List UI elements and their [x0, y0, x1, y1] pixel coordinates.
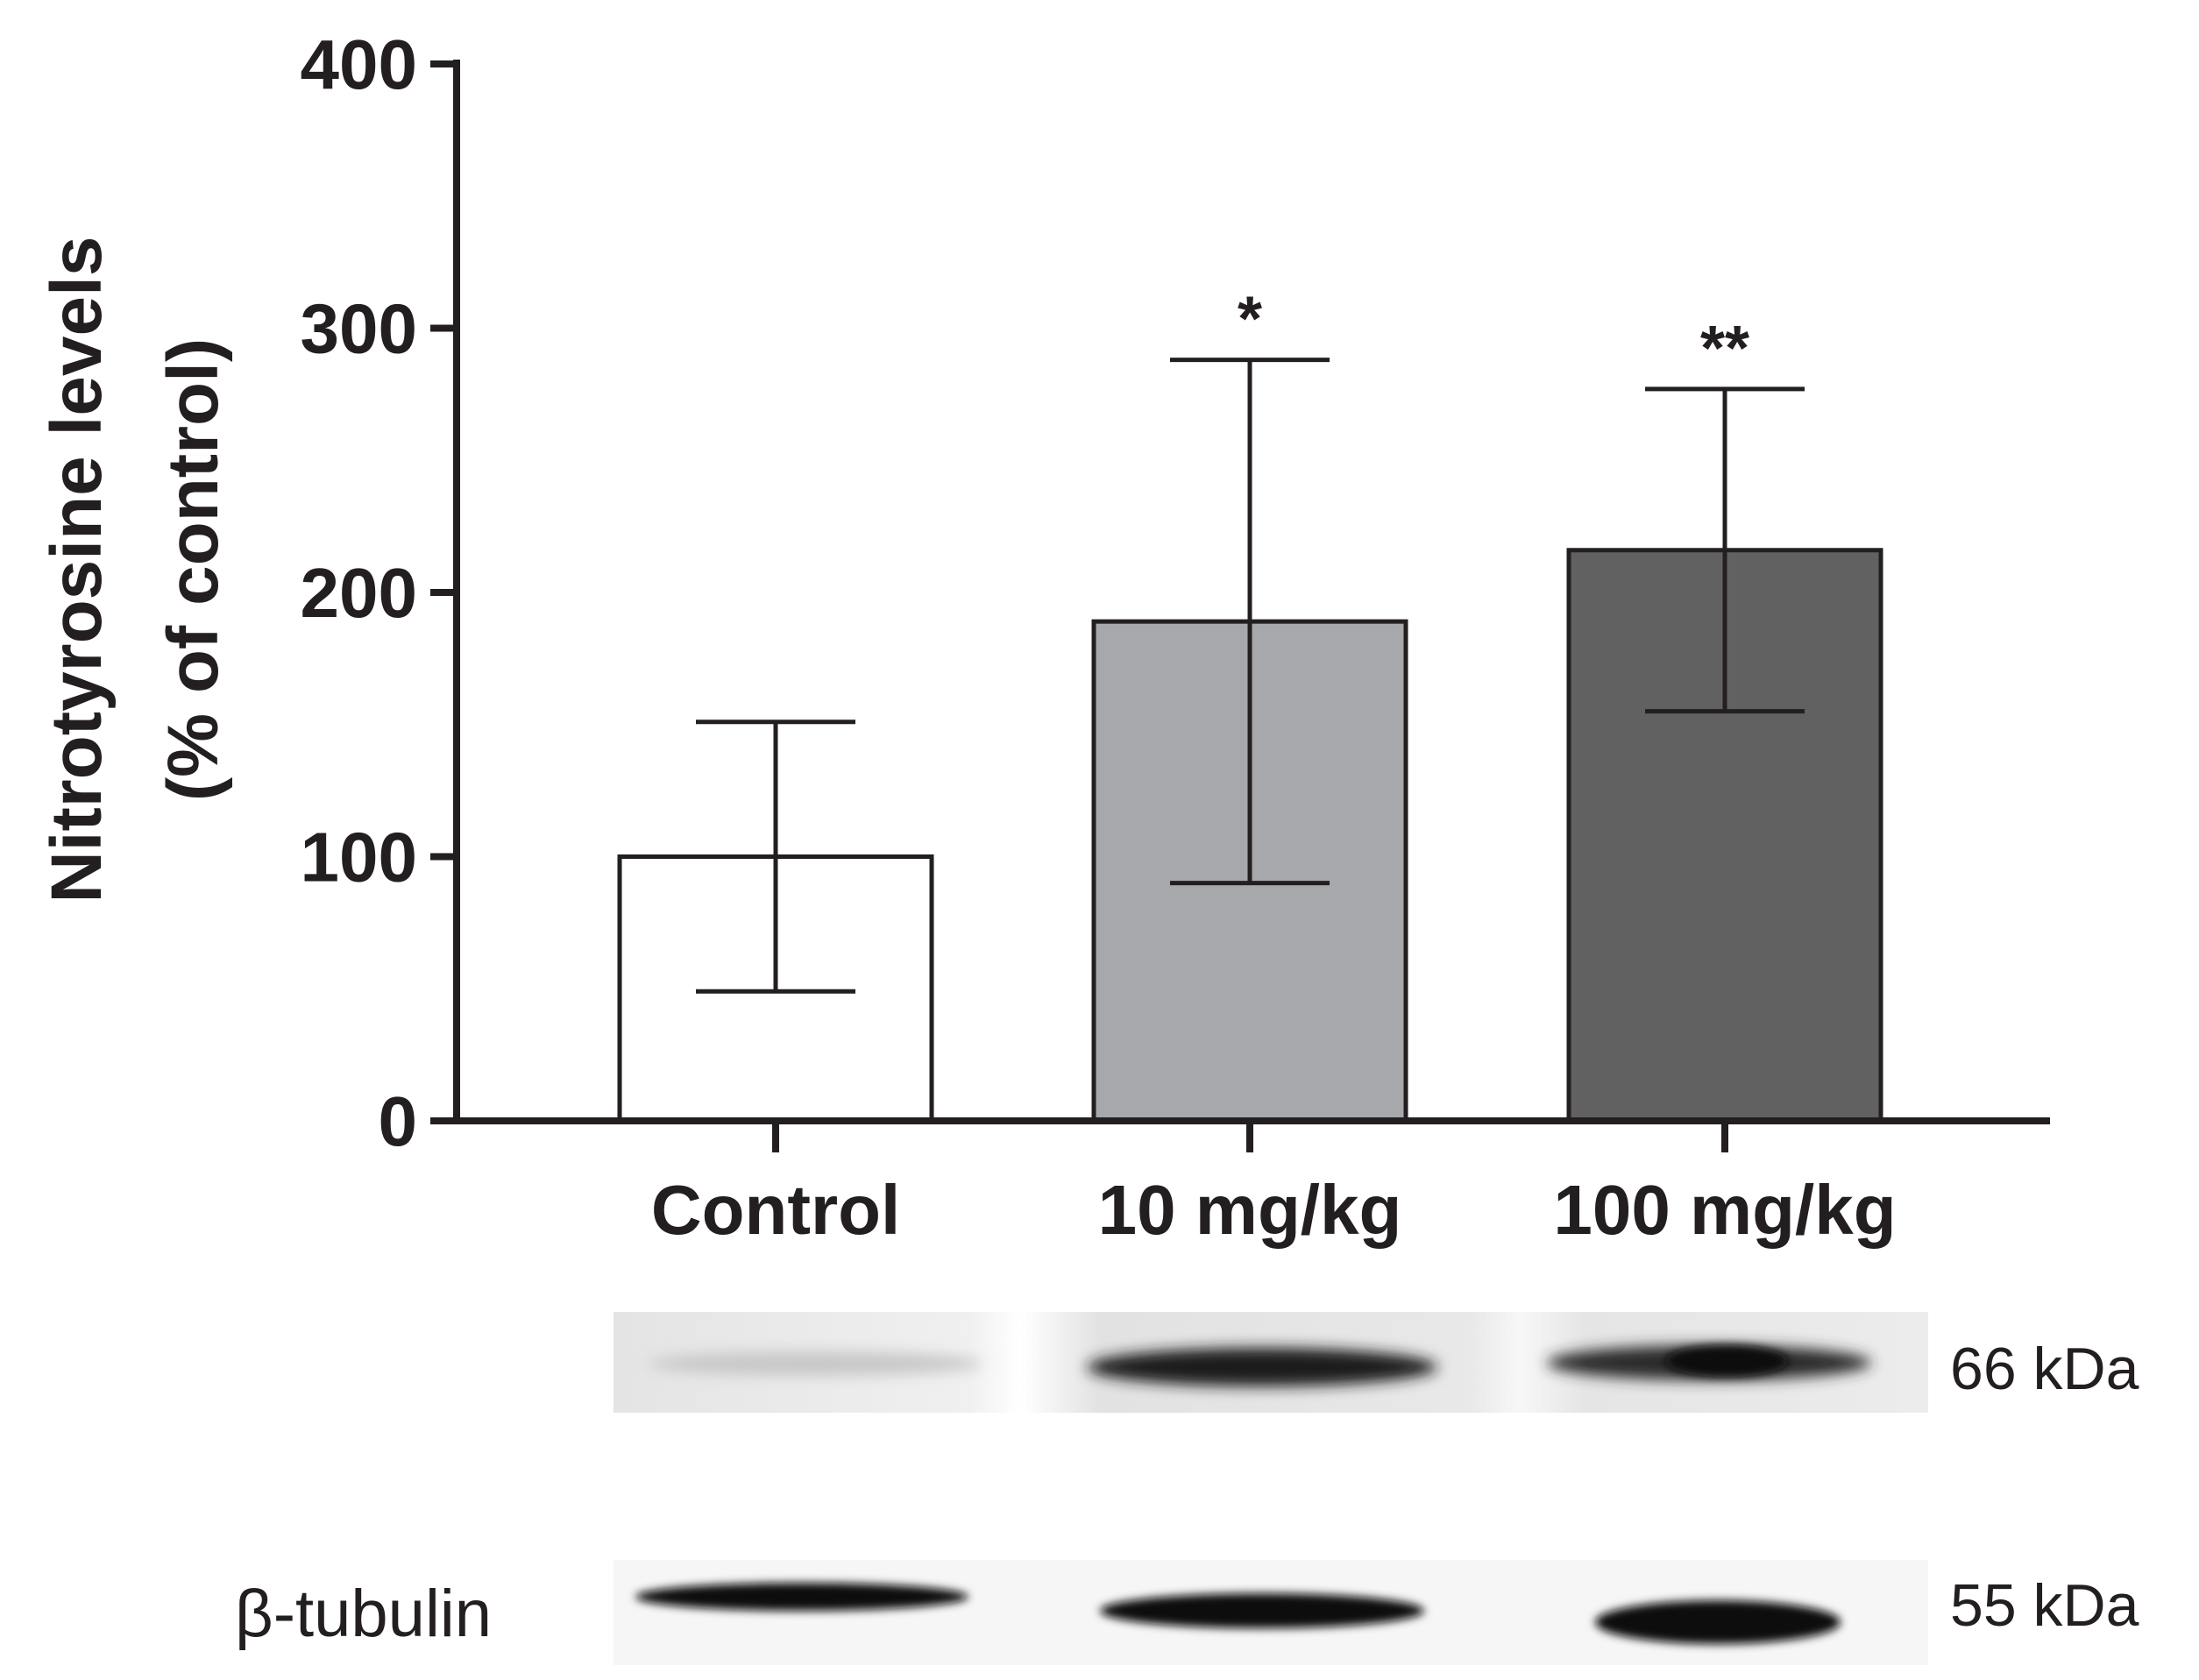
tubulin-band-control [635, 1583, 968, 1611]
y-tick-label-100: 100 [301, 819, 417, 897]
error-bar-control [696, 719, 855, 994]
blot-upper-size-label: 66 kDa [1950, 1336, 2139, 1402]
blot-lower-size-label: 55 kDa [1950, 1572, 2139, 1639]
category-label-100-mg-kg: 100 mg/kg [1553, 1171, 1896, 1249]
blot-band-control [649, 1351, 982, 1376]
y-axis-ticks: 0 100 200 300 400 [301, 25, 457, 1160]
y-tick-label-0: 0 [379, 1082, 418, 1160]
category-label-10-mg-kg: 10 mg/kg [1098, 1171, 1402, 1249]
tubulin-blot [614, 1560, 1928, 1665]
y-tick-label-200: 200 [301, 554, 417, 632]
tubulin-band-100mgkg [1595, 1600, 1841, 1644]
blot-band-10mgkg [1087, 1348, 1437, 1386]
error-bar-100-mg-kg [1645, 386, 1805, 714]
blot-lower-label: β-tubulin [235, 1577, 492, 1651]
y-axis-title-line1: Nitrotyrosine levels [37, 236, 117, 903]
y-axis-title-line2: (% of control) [153, 338, 233, 801]
x-axis-categories: Control 10 mg/kg 100 mg/kg [651, 1121, 1897, 1249]
y-tick-label-300: 300 [301, 290, 417, 368]
significance-100-mg-kg: ** [1700, 314, 1749, 384]
category-label-control: Control [651, 1171, 900, 1249]
nitrotyrosine-blot [614, 1312, 1928, 1413]
bars: * ** [617, 285, 1883, 1124]
significance-10-mg-kg: * [1238, 285, 1262, 355]
y-tick-label-400: 400 [301, 25, 417, 103]
tubulin-band-10mgkg [1100, 1593, 1424, 1628]
blot-band-100mgkg-core [1665, 1345, 1788, 1377]
error-bar-10-mg-kg [1170, 358, 1330, 886]
